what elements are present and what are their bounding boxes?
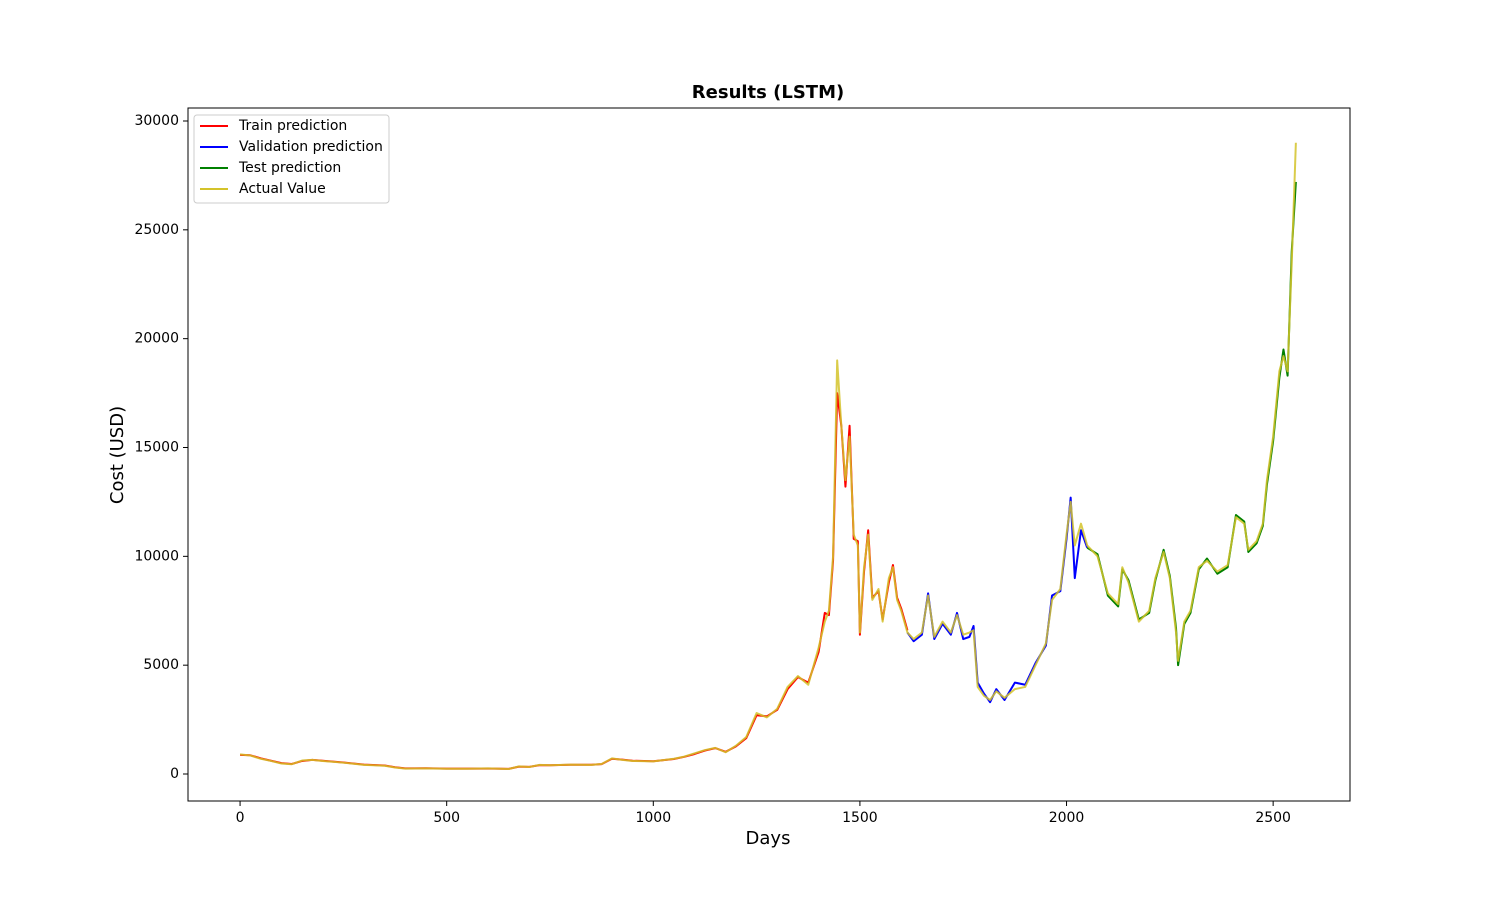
x-tick-label: 0 <box>236 810 245 826</box>
series-line <box>239 142 1297 770</box>
y-tick-label: 30000 <box>134 113 179 129</box>
legend-label: Test prediction <box>238 160 341 176</box>
y-axis-label: Cost (USD) <box>107 406 128 504</box>
legend: Train prediction Validation prediction Tes… <box>193 114 390 204</box>
plot-frame <box>187 107 1351 802</box>
legend-label: Actual Value <box>239 181 326 197</box>
y-tick-label: 10000 <box>134 548 179 564</box>
legend-box <box>193 114 390 204</box>
legend-label: Validation prediction <box>239 139 383 155</box>
series-line <box>906 496 1089 704</box>
x-tick-label: 2000 <box>1049 810 1085 826</box>
y-tick-label: 0 <box>170 766 179 782</box>
chart-title: Results (LSTM) <box>692 82 844 103</box>
series-line <box>240 392 909 770</box>
y-tick-label: 15000 <box>134 440 179 456</box>
x-tick-label: 1500 <box>842 810 878 826</box>
x-tick-label: 1000 <box>635 810 671 826</box>
y-tick-label: 20000 <box>134 331 179 347</box>
x-tick-label: 2500 <box>1255 810 1291 826</box>
y-tick-label: 25000 <box>134 222 179 238</box>
legend-label: Train prediction <box>238 118 347 134</box>
y-tick-label: 5000 <box>143 657 179 673</box>
x-axis-label: Days <box>746 828 791 849</box>
x-tick-label: 500 <box>433 810 460 826</box>
